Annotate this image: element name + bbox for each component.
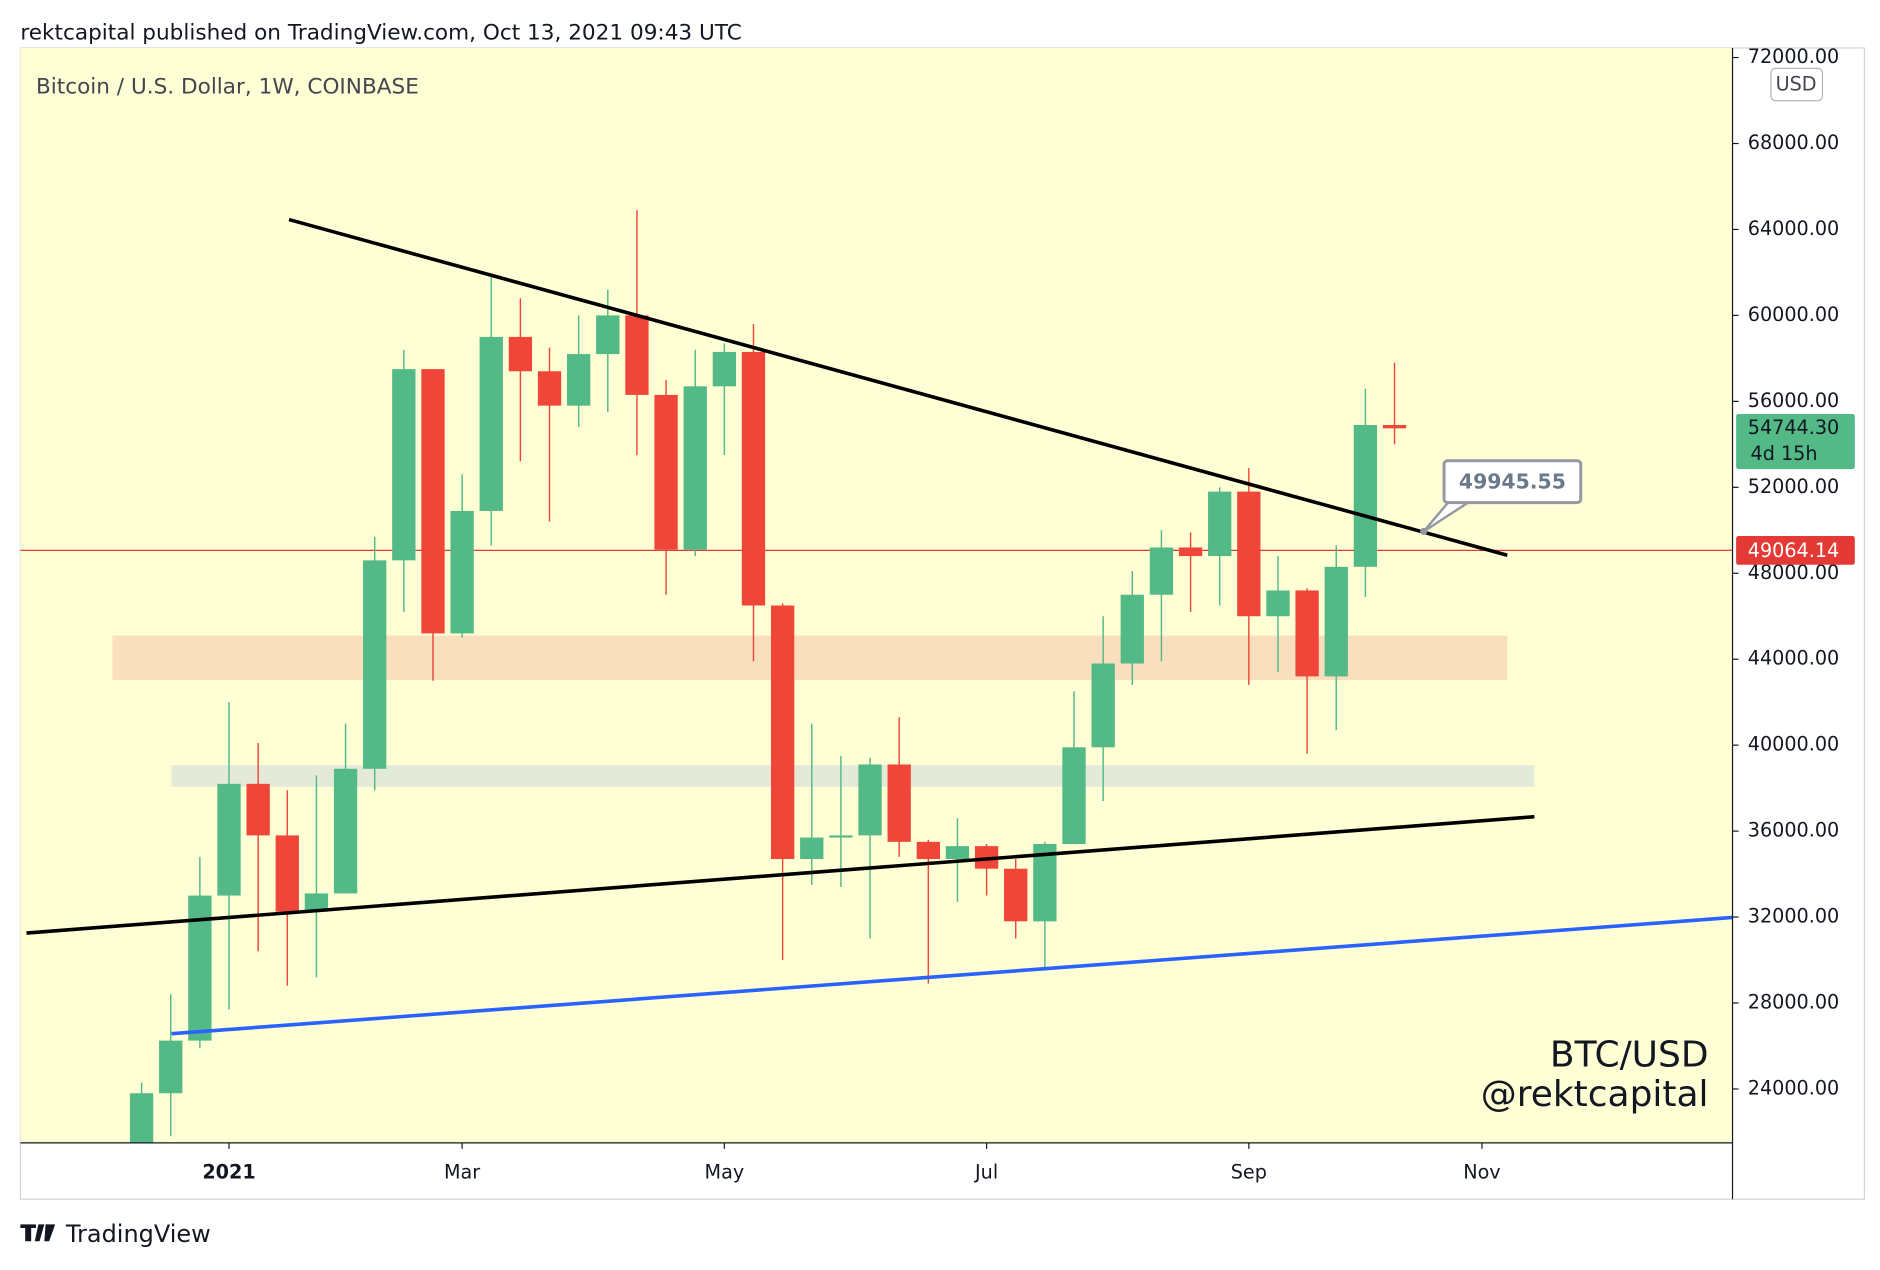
watermark: @rektcapital: [1481, 1074, 1709, 1115]
y-tick-label: 72000.00: [1748, 45, 1839, 68]
candle-body: [217, 783, 241, 896]
x-tick-label: 2021: [202, 1160, 255, 1183]
candle-body: [1091, 663, 1115, 748]
logo: TradingView: [20, 1220, 211, 1248]
candle-body: [625, 315, 649, 395]
candle-body: [800, 837, 824, 860]
candle-body: [450, 510, 474, 634]
y-tick-label: 48000.00: [1748, 561, 1839, 584]
last-price-box: [1736, 413, 1855, 470]
watermark: BTC/USD: [1550, 1035, 1709, 1076]
zone: [171, 765, 1535, 787]
candle-body: [275, 835, 299, 912]
candle-body: [596, 315, 620, 355]
brand: TradingView: [65, 1220, 211, 1248]
y-tick-label: 44000.00: [1748, 647, 1839, 670]
candle-body: [246, 783, 270, 836]
candle-body: [188, 895, 212, 1041]
candle-body: [1004, 868, 1028, 922]
y-tick-label: 56000.00: [1748, 389, 1839, 412]
horizontal-line-label: 49064.14: [1748, 539, 1839, 562]
candle-body: [1149, 547, 1174, 595]
candle-body: [916, 841, 940, 860]
y-tick-label: 36000.00: [1748, 819, 1839, 842]
header: rektcapital published on TradingView.com…: [20, 21, 741, 46]
countdown: 4d 15h: [1751, 442, 1818, 465]
chart-title: Bitcoin / U.S. Dollar, 1W, COINBASE: [36, 75, 419, 100]
layer: 49945.55: [20, 210, 1733, 1143]
y-tick-label: 32000.00: [1748, 905, 1839, 928]
candle-body: [567, 354, 591, 406]
candle-body: [1353, 424, 1378, 567]
candle-body: [1324, 566, 1348, 677]
candle-body: [508, 336, 533, 372]
candle-body: [654, 394, 678, 550]
candle-body: [392, 369, 416, 561]
y-tick-label: 28000.00: [1748, 990, 1839, 1013]
y-tick-label: 52000.00: [1748, 475, 1839, 498]
candle-body: [683, 386, 707, 550]
zone: [112, 635, 1508, 681]
currency: USD: [1776, 73, 1817, 96]
plot-area: [20, 47, 1733, 1143]
candle-body: [887, 764, 911, 842]
candle-body: [1295, 590, 1319, 677]
currency-box: [1770, 67, 1824, 102]
candle-body: [858, 764, 882, 836]
candle-body: [479, 336, 503, 511]
trendline: [171, 915, 1733, 1036]
candle-body: [1237, 491, 1261, 617]
candle-body: [1382, 424, 1407, 429]
x-tick-label: Sep: [1231, 1160, 1267, 1183]
x-tick-label: Mar: [444, 1160, 480, 1183]
y-tick-label: 60000.00: [1748, 303, 1839, 326]
logo-icon: [20, 1224, 56, 1242]
candle-body: [712, 351, 737, 387]
horizontal-line-label-box: [1736, 535, 1855, 565]
candle-body: [829, 835, 853, 838]
candle-body: [333, 768, 358, 894]
x-tick-label: May: [705, 1160, 745, 1183]
candle-body: [1178, 547, 1203, 557]
y-tick-label: 40000.00: [1748, 733, 1839, 756]
y-tick-label: 24000.00: [1748, 1076, 1839, 1099]
candle-body: [421, 369, 445, 634]
callout-box: [1442, 459, 1583, 505]
candle-body: [129, 1093, 154, 1143]
candle-body: [304, 893, 329, 912]
last-price-label: 54744.30: [1748, 416, 1839, 439]
y-tick-label: 68000.00: [1748, 131, 1839, 154]
trendline: [26, 814, 1535, 935]
candle-body: [363, 560, 387, 769]
x-tick-label: Nov: [1463, 1160, 1500, 1183]
candle-body: [945, 846, 970, 860]
x-tick-label: Jul: [974, 1160, 998, 1183]
candle-body: [741, 351, 766, 606]
candle-body: [770, 605, 795, 860]
candle-body: [1208, 491, 1232, 557]
candle-body: [159, 1040, 183, 1094]
candle-body: [1266, 590, 1290, 617]
callout-label: 49945.55: [1459, 469, 1566, 493]
candle-body: [1033, 843, 1057, 922]
candle-body: [1062, 747, 1086, 844]
candle-body: [1120, 594, 1144, 664]
callout-anchor: [1420, 527, 1428, 536]
candle-body: [537, 371, 562, 406]
y-tick-label: 64000.00: [1748, 217, 1839, 240]
trendline: [288, 217, 1508, 557]
